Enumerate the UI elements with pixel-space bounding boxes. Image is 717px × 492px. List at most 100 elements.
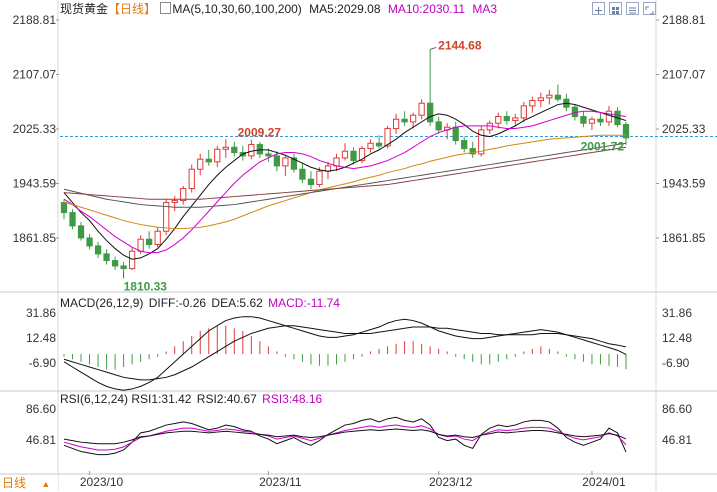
x-axis-label: 2024/01 bbox=[582, 475, 626, 489]
candle-up bbox=[222, 146, 229, 150]
x-axis-label: 2023/10 bbox=[80, 475, 124, 489]
rsi-y-tick-left: 46.81 bbox=[26, 433, 56, 447]
rsi-line-rsi3 bbox=[63, 428, 627, 445]
candle-up bbox=[282, 157, 289, 167]
candle-up bbox=[605, 110, 613, 123]
period-label[interactable]: 【日线】 bbox=[108, 2, 157, 16]
y-tick-label-left: 1943.59 bbox=[13, 177, 57, 191]
y-tick-label-left: 2188.81 bbox=[13, 13, 57, 27]
candle-down bbox=[461, 140, 468, 150]
rsi-y-tick-right: 86.60 bbox=[662, 402, 692, 416]
rsi-y-tick-right: 46.81 bbox=[662, 433, 692, 447]
settings-icon[interactable] bbox=[626, 2, 639, 15]
candle-down bbox=[146, 238, 153, 246]
y-tick-label-left: 1861.85 bbox=[13, 231, 57, 245]
candle-up bbox=[324, 165, 332, 172]
y-tick-label-right: 1861.85 bbox=[662, 231, 706, 245]
candle-down bbox=[503, 116, 510, 122]
candle-down bbox=[299, 168, 306, 180]
macd-dea-value: DEA:5.62 bbox=[211, 296, 263, 310]
candle-up bbox=[495, 116, 502, 124]
ma-params: MA(5,10,30,60,100,200) bbox=[172, 2, 302, 16]
candle-down bbox=[554, 94, 562, 100]
candle-up bbox=[171, 200, 178, 204]
candle-down bbox=[435, 121, 442, 131]
y-tick-label-right: 2025.33 bbox=[662, 122, 706, 136]
candle-down bbox=[265, 153, 272, 157]
macd-header: MACD(26,12,9) DIFF:-0.26 DEA:5.62 MACD:-… bbox=[60, 296, 340, 310]
x-axis-label: 2023/11 bbox=[259, 475, 302, 489]
rsi-header: RSI(6,12,24) RSI1:31.42 RSI2:40.67 RSI3:… bbox=[60, 392, 322, 406]
candle-down bbox=[452, 126, 459, 142]
period-switch-button[interactable]: 日线 ▲ bbox=[0, 475, 58, 491]
macd-params[interactable]: MACD(26,12,9) bbox=[60, 296, 144, 310]
candle-up bbox=[520, 105, 527, 119]
macd-diff-value: DIFF:-0.26 bbox=[148, 296, 207, 310]
candle-down bbox=[60, 202, 68, 214]
rsi3-value: RSI3:48.16 bbox=[262, 392, 323, 406]
candle-up bbox=[128, 250, 136, 270]
ma3-value: MA3 bbox=[472, 2, 498, 16]
candle-up bbox=[588, 118, 596, 124]
candle-down bbox=[231, 146, 238, 154]
local-high-annotation: 2009.27 bbox=[238, 126, 282, 140]
candle-up bbox=[384, 128, 391, 147]
x-axis-label: 2023/12 bbox=[429, 475, 473, 489]
candle-down bbox=[375, 142, 383, 147]
candle-down bbox=[597, 118, 604, 123]
ma-settings-icon[interactable] bbox=[160, 2, 172, 14]
add-icon[interactable] bbox=[592, 2, 605, 15]
rsi-params[interactable]: RSI(6,12,24) bbox=[60, 392, 129, 406]
macd-y-tick-right: 12.48 bbox=[662, 331, 692, 345]
period-switch-label: 日线 bbox=[2, 476, 27, 490]
y-tick-label-left: 2107.07 bbox=[13, 68, 57, 82]
candle-up bbox=[137, 238, 144, 252]
candle-down bbox=[120, 265, 127, 270]
candle-up bbox=[341, 150, 349, 159]
candle-up bbox=[512, 117, 519, 122]
candle-up bbox=[180, 188, 187, 202]
candle-up bbox=[478, 129, 485, 155]
ma-line-ma100 bbox=[63, 146, 627, 200]
candle-down bbox=[86, 237, 93, 247]
macd-hist-value: MACD:-11.74 bbox=[268, 296, 340, 310]
recent-low-annotation: 2001.72 bbox=[581, 140, 625, 154]
macd-y-tick-right: 31.86 bbox=[662, 306, 692, 320]
rsi-line-rsi2 bbox=[63, 424, 627, 451]
candle-down bbox=[111, 260, 119, 267]
candle-up bbox=[418, 102, 425, 116]
candle-down bbox=[77, 225, 85, 239]
candle-up bbox=[214, 148, 221, 163]
macd-diff-line bbox=[63, 316, 627, 391]
high-price-annotation: 2144.68 bbox=[438, 38, 482, 52]
macd-y-tick-right: -6.90 bbox=[662, 356, 690, 370]
candle-up bbox=[529, 100, 536, 107]
rsi-line-rsi1 bbox=[63, 416, 627, 456]
candle-down bbox=[94, 245, 102, 255]
candle-down bbox=[103, 253, 110, 262]
candle-up bbox=[316, 170, 323, 186]
low-price-annotation: 1810.33 bbox=[124, 279, 168, 293]
candle-up bbox=[188, 168, 195, 190]
ma-line-ma10 bbox=[63, 110, 627, 254]
candle-up bbox=[333, 157, 340, 167]
candle-up bbox=[409, 114, 417, 123]
annotation-pointer bbox=[429, 46, 437, 50]
macd-y-tick-left: 12.48 bbox=[26, 331, 56, 345]
ma10-value: MA10:2030.11 bbox=[387, 2, 466, 16]
candle-down bbox=[290, 157, 298, 170]
y-tick-label-right: 1943.59 bbox=[662, 177, 706, 191]
candle-down bbox=[622, 124, 630, 139]
candle-up bbox=[197, 158, 204, 170]
candle-up bbox=[358, 148, 366, 162]
grid-icon[interactable] bbox=[609, 2, 622, 15]
macd-y-tick-left: -6.90 bbox=[29, 356, 57, 370]
main-header: 现货黄金【日线】 MA(5,10,30,60,100,200) MA5:2029… bbox=[60, 2, 497, 16]
fullscreen-icon[interactable] bbox=[643, 2, 656, 15]
candle-down bbox=[307, 178, 315, 186]
symbol-name: 现货黄金 bbox=[60, 2, 109, 16]
candle-down bbox=[427, 102, 434, 123]
